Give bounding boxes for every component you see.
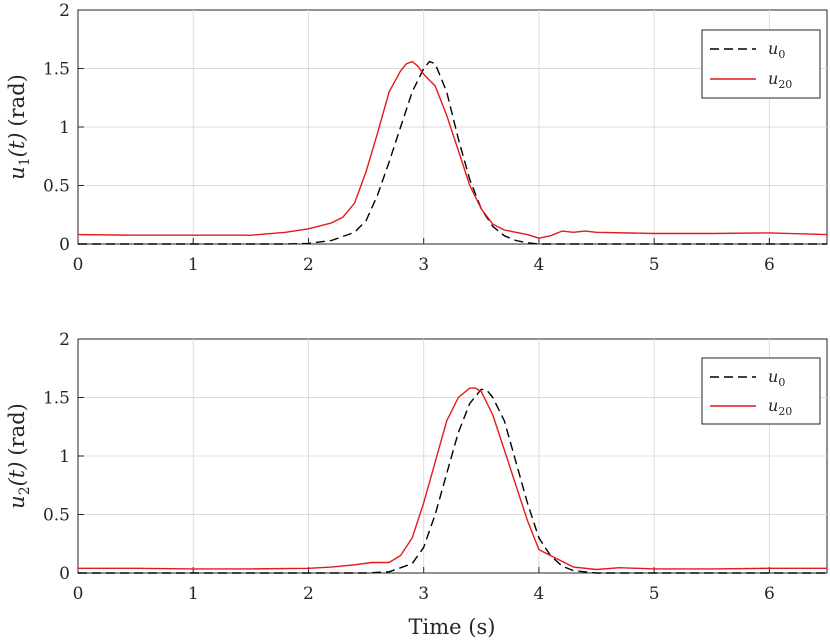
bottom-y-label-unit: (rad) <box>5 403 29 455</box>
bottom-x-tick-label: 6 <box>764 584 775 604</box>
top-y-tick-label: 1 <box>59 118 70 138</box>
top-legend: u0 u20 <box>701 29 821 99</box>
top-legend-label-u0: u0 <box>768 39 785 61</box>
top-legend-label-u20: u20 <box>768 69 792 91</box>
bottom-y-axis-label: u2(t) (rad) <box>5 403 33 509</box>
bottom-x-tick-label: 0 <box>73 584 84 604</box>
bottom-legend-label-u20: u20 <box>768 396 792 418</box>
top-y-label-sub: 1 <box>17 157 33 166</box>
bottom-series-u20-line <box>78 387 827 571</box>
top-legend-box <box>701 29 821 99</box>
bottom-plot-panel: 0 1 2 3 4 5 600.511.52 u2(t)(rad) Time (s) u0 … <box>5 330 828 639</box>
bottom-x-tick-label: 1 <box>188 584 199 604</box>
svg-text:u2(t)(rad): u2(t) (rad) <box>5 403 33 509</box>
top-x-tick-label: 3 <box>418 255 429 275</box>
top-series-group <box>77 60 828 245</box>
bottom-y-label-var: u <box>5 495 29 509</box>
bottom-series-group <box>78 387 827 574</box>
bottom-legend-box <box>701 357 821 425</box>
bottom-series-u0-line <box>78 388 827 574</box>
top-y-label-arg: (t) <box>5 133 29 158</box>
top-y-tick-label: 1.5 <box>43 60 70 80</box>
top-x-tick-label: 2 <box>303 255 314 275</box>
bottom-tick-labels: 0 1 2 3 4 5 6 0 0.5 1 1.5 2 <box>43 330 775 604</box>
bottom-x-tick-label: 3 <box>418 584 429 604</box>
svg-text:u1(t)(rad): u1(t) (rad) <box>5 74 33 180</box>
top-y-label-var: u <box>5 166 29 180</box>
bottom-y-tick-label: 0.5 <box>43 506 70 526</box>
bottom-y-tick-label: 2 <box>59 330 70 350</box>
bottom-x-tick-label: 4 <box>534 584 545 604</box>
bottom-y-tick-label: 1.5 <box>43 389 70 409</box>
bottom-y-tick-label: 1 <box>59 447 70 467</box>
top-plot-panel: 0 1 2 3 4 5 600.511.52 u1(t)(rad) u0 u20 <box>5 1 828 275</box>
top-x-tick-label: 0 <box>73 255 84 275</box>
bottom-y-tick-label: 0 <box>59 564 70 584</box>
bottom-x-axis-label: Time (s) <box>409 615 496 639</box>
top-y-tick-label: 2 <box>59 1 70 21</box>
bottom-legend-label-u0: u0 <box>768 367 785 389</box>
top-x-tick-label: 4 <box>534 255 545 275</box>
top-x-tick-label: 6 <box>764 255 775 275</box>
top-series-u0-line <box>78 60 827 245</box>
bottom-y-label-sub: 2 <box>17 486 33 495</box>
top-y-label-unit: (rad) <box>5 74 29 126</box>
bottom-x-tick-label: 5 <box>649 584 660 604</box>
top-tick-labels: 0 1 2 3 4 5 6 0 0.5 1 1.5 2 <box>43 1 775 275</box>
bottom-x-tick-label: 2 <box>303 584 314 604</box>
top-series-u20-line <box>77 60 828 239</box>
top-x-tick-label: 1 <box>188 255 199 275</box>
top-x-tick-label: 5 <box>649 255 660 275</box>
top-y-tick-label: 0 <box>59 235 70 255</box>
bottom-legend: u0 u20 <box>701 357 821 425</box>
bottom-y-label-arg: (t) <box>5 462 29 487</box>
top-y-tick-label: 0.5 <box>43 177 70 197</box>
top-y-axis-label: u1(t) (rad) <box>5 74 33 180</box>
